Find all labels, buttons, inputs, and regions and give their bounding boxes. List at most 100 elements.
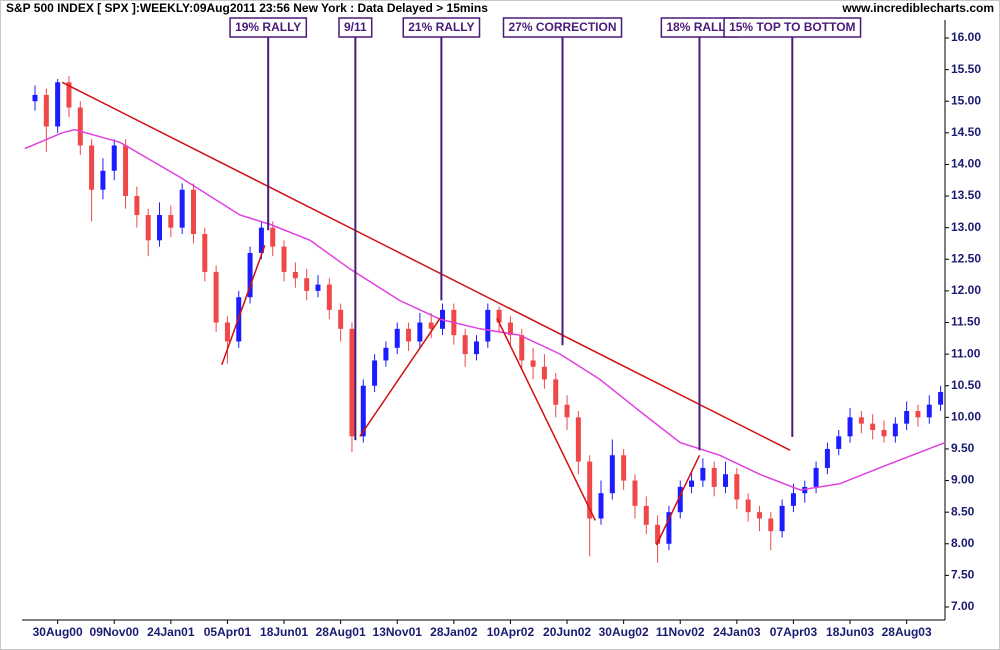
candle-body [700,467,706,481]
trend-line [359,317,441,437]
annotation-box [338,17,373,38]
candle-body [870,423,876,430]
y-tick-label: 11.00 [951,346,981,360]
candle-body [394,328,400,348]
x-tick-label: 10Apr02 [487,625,535,639]
candle-body [689,480,695,487]
trend-line [496,317,596,521]
candle-body [190,189,196,234]
candle-body [530,360,536,367]
y-tick-label: 11.50 [951,315,981,329]
candle-body [666,512,672,544]
candle-body [609,455,615,494]
x-tick-label: 13Nov01 [373,625,423,639]
annotation-box [229,17,308,38]
candle-body [213,271,219,323]
candle-body [315,284,321,291]
candle-body [711,467,717,487]
y-tick-label: 13.00 [951,220,981,234]
x-tick-label: 05Apr01 [204,625,252,639]
candle-body [202,233,208,272]
candle-body [655,524,661,544]
candle-body [632,480,638,506]
candle-body [496,309,502,323]
candle-body [485,309,491,342]
candle-body [168,215,174,228]
candle-body [598,493,604,519]
candle-body [587,461,593,519]
candle-body [723,474,729,487]
candle-body [292,271,298,279]
y-tick-label: 14.00 [951,157,981,171]
candle-body [768,518,774,532]
candle-body [417,322,423,342]
candle-body [892,423,898,437]
candle-body [507,322,513,336]
moving-average [24,128,946,491]
x-tick-label: 24Jan03 [713,625,761,639]
candle-body [304,278,310,291]
candle-body [813,467,819,487]
y-tick-label: 12.00 [951,283,981,297]
candle-body [123,145,129,197]
source: www.incrediblecharts.com [841,1,994,15]
candle-body [157,215,163,241]
candle-body [43,94,49,127]
x-tick-label: 11Nov02 [656,625,705,639]
trend-line [655,454,701,546]
candle-body [100,170,106,190]
x-tick-label: 18Jun01 [260,625,308,639]
y-tick-label: 7.50 [951,568,975,582]
candle-body [406,328,412,342]
candle-body [915,411,921,418]
candle-body [89,145,95,190]
candle-body [145,215,151,241]
candle-body [881,429,887,437]
candle-body [621,455,627,481]
candle-body [643,505,649,525]
y-tick-label: 8.50 [951,504,975,518]
y-tick-label: 16.00 [951,30,981,44]
trend-line [61,81,791,451]
chart-title: S&P 500 INDEX [ SPX ]:WEEKLY:09Aug2011 2… [6,1,488,15]
candle-body [836,436,842,449]
candle-body [179,189,185,228]
x-tick-label: 09Nov00 [90,625,140,639]
candle-body [926,404,932,418]
x-tick-label: 28Jan02 [430,625,478,639]
x-tick-label: 18Jun03 [826,625,874,639]
x-tick-label: 30Aug02 [599,625,649,639]
x-tick-label: 28Aug03 [882,625,932,639]
candle-body [428,322,434,329]
y-tick-label: 7.00 [951,599,975,613]
annotation-label: 18% RALLY [666,20,732,34]
candle-body [134,196,140,216]
candle-body [55,82,61,127]
candle-body [553,379,559,405]
candle-body [858,417,864,424]
y-tick-label: 13.50 [951,188,981,202]
candle-body [247,252,253,298]
trend-line [221,245,266,366]
candle-body [519,335,525,361]
candle-body [473,341,479,355]
annotation-box [502,17,623,38]
candle-body [66,82,72,108]
candle-body [32,94,38,102]
annotation-label: 27% CORRECTION [508,20,616,34]
annotation-label: 19% RALLY [235,20,301,34]
annotation-label: 21% RALLY [408,20,474,34]
candle-body [372,360,378,386]
candle-body [360,385,366,437]
candle-body [270,227,276,247]
candle-body [756,512,762,519]
y-tick-label: 15.00 [951,93,981,107]
candle-body [938,392,944,405]
x-tick-label: 28Aug01 [316,625,366,639]
candle-body [575,417,581,462]
x-tick-label: 30Aug00 [33,625,83,639]
x-tick-label: 07Apr03 [770,625,818,639]
candle-body [77,107,83,146]
y-tick-label: 8.00 [951,536,975,550]
